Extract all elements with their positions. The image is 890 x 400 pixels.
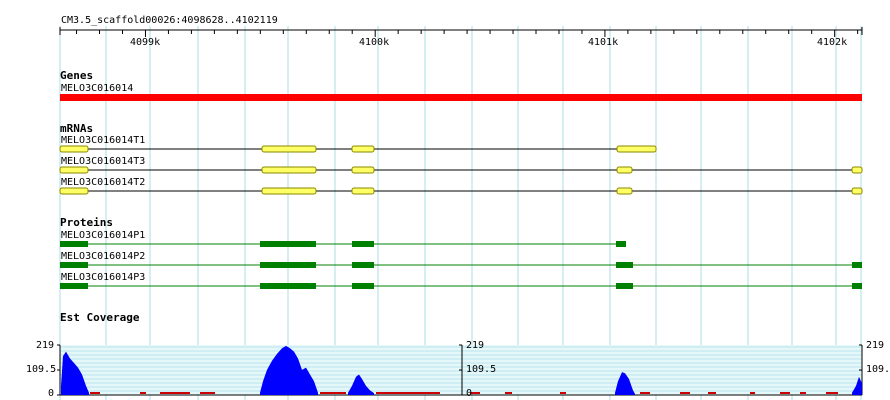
coverage-low-segment: [708, 392, 716, 394]
protein-p3-segment: [852, 283, 862, 289]
protein-p2-segment: [60, 262, 88, 268]
ruler-tick-label-4101k: 4101k: [588, 37, 619, 48]
protein-label-p1[interactable]: MELO3C016014P1: [61, 230, 146, 241]
mrna-t3-exon: [59, 166, 89, 174]
coverage-peak-1: [61, 351, 89, 395]
coverage-axis-max-2: 219: [466, 340, 485, 351]
coverage-low-segment: [750, 392, 755, 394]
coverage-low-segment: [200, 392, 215, 394]
mrna-t3-exon: [261, 166, 317, 174]
coverage-axis-max: 219: [36, 340, 55, 351]
mrna-t1-exon: [616, 145, 657, 153]
protein-p3-segment: [60, 283, 88, 289]
coverage-low-segment: [780, 392, 790, 394]
mrnas-track-title: mRNAs: [60, 122, 94, 135]
coverage-peak-3: [348, 374, 374, 395]
coverage-axis-mid: 109.5: [26, 364, 57, 375]
protein-p2-segment: [352, 262, 374, 268]
coverage-low-segment: [640, 392, 650, 394]
mrna-t3-exon: [616, 166, 633, 174]
gene-label[interactable]: MELO3C016014: [61, 83, 134, 94]
mrna-t2-exon: [261, 187, 317, 195]
protein-p1-segment: [260, 241, 316, 247]
coverage-peak-4: [615, 372, 635, 395]
coverage-axis-mid-3: 109.5: [866, 364, 890, 375]
protein-label-p2[interactable]: MELO3C016014P2: [61, 251, 146, 262]
protein-p2-segment: [616, 262, 633, 268]
proteins-track-title: Proteins: [60, 216, 113, 229]
coverage-axis-mid-2: 109.5: [466, 364, 497, 375]
ruler-tick-label-4100k: 4100k: [359, 37, 390, 48]
protein-p1-segment: [352, 241, 374, 247]
ruler-title: CM3.5_scaffold00026:4098628..4102119: [61, 15, 278, 26]
coverage-peak-2: [260, 345, 318, 395]
mrna-t1-exon: [351, 145, 375, 153]
protein-label-p3[interactable]: MELO3C016014P3: [61, 272, 146, 283]
coverage-low-segment: [800, 392, 806, 394]
coverage-low-segment: [160, 392, 190, 394]
coverage-low-segment: [470, 392, 480, 394]
mrna-t3-exon: [851, 166, 863, 174]
coverage-low-segment: [826, 392, 838, 394]
coverage-axis-zero-2: 0: [466, 388, 473, 399]
coverage-track-title: Est Coverage: [60, 311, 140, 324]
protein-p1-segment: [616, 241, 626, 247]
gene-feature: [60, 94, 862, 101]
coverage-low-segment: [90, 392, 100, 394]
coverage-low-segment: [320, 392, 346, 394]
coverage-axis-max-3: 219: [866, 340, 885, 351]
protein-p3-segment: [352, 283, 374, 289]
coverage-axis-zero: 0: [48, 388, 55, 399]
coverage-low-segment: [140, 392, 146, 394]
mrna-t1-exon: [261, 145, 317, 153]
genes-track-title: Genes: [60, 69, 94, 82]
protein-p3-segment: [616, 283, 633, 289]
mrna-t2-exon: [59, 187, 89, 195]
protein-p2-segment: [852, 262, 862, 268]
coverage-low-segment: [376, 392, 440, 394]
mrna-label-t1[interactable]: MELO3C016014T1: [61, 135, 146, 146]
coverage-low-segment: [560, 392, 566, 394]
mrna-t2-exon: [851, 187, 863, 195]
coverage-peak-5: [852, 376, 862, 395]
mrna-t2-exon: [616, 187, 633, 195]
mrna-t1-exon: [59, 145, 89, 153]
mrna-label-t2[interactable]: MELO3C016014T2: [61, 177, 146, 188]
coverage-low-segment: [505, 392, 512, 394]
coverage-low-segment: [680, 392, 690, 394]
mrna-label-t3[interactable]: MELO3C016014T3: [61, 156, 146, 167]
protein-p3-segment: [260, 283, 316, 289]
protein-p2-segment: [260, 262, 316, 268]
ruler-tick-label-4099k: 4099k: [130, 37, 161, 48]
mrna-t3-exon: [351, 166, 375, 174]
protein-p1-segment: [60, 241, 88, 247]
ruler-tick-label-4102k: 4102k: [817, 37, 848, 48]
mrna-t2-exon: [351, 187, 375, 195]
